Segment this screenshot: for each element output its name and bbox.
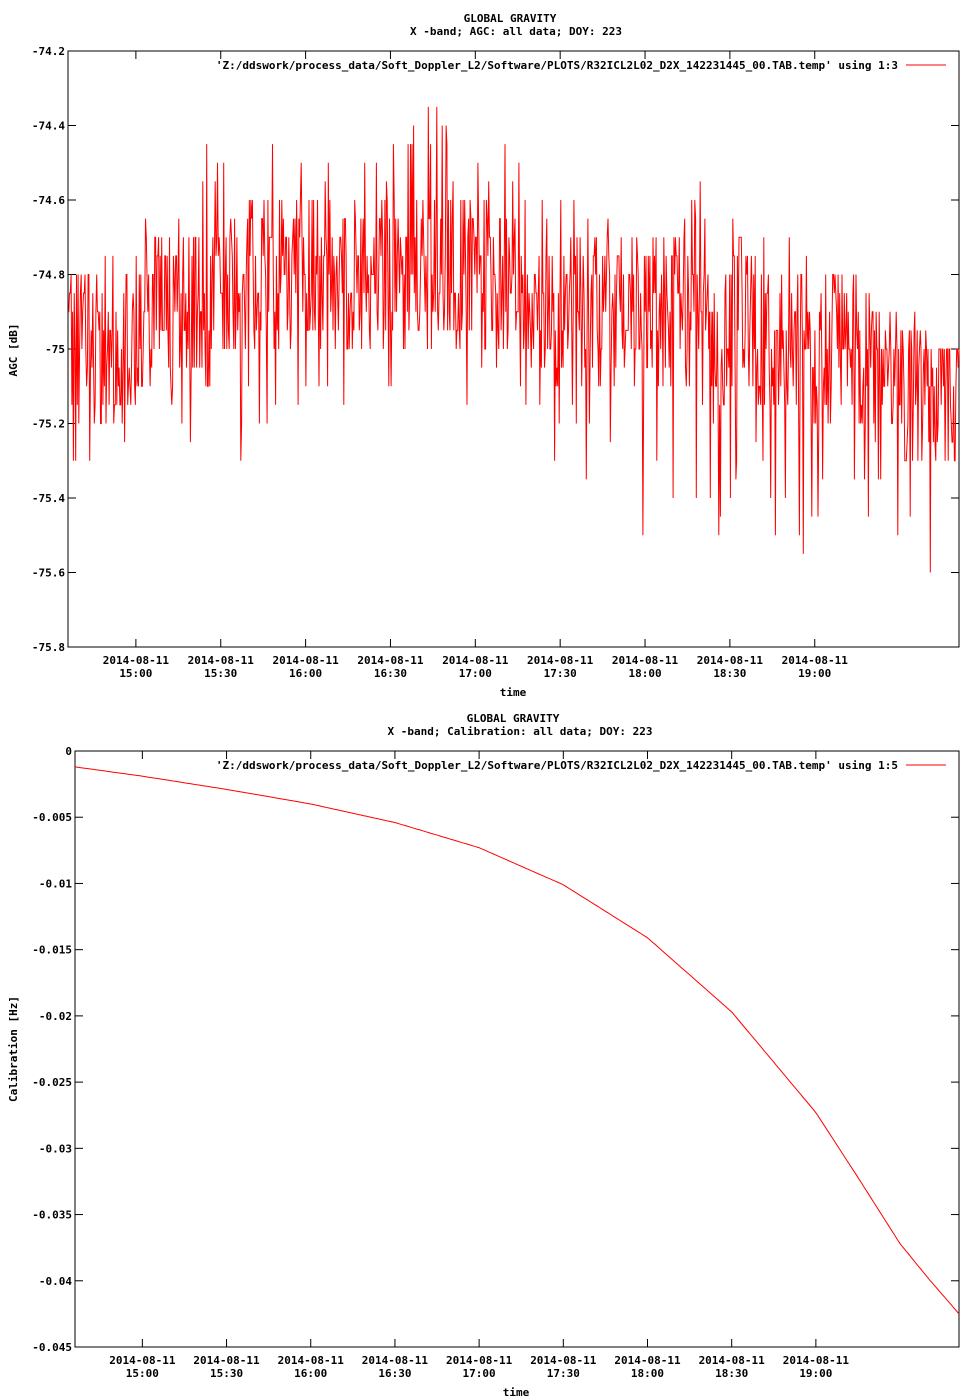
agc-x-tick-date: 2014-08-11 <box>357 654 424 667</box>
calibration-series <box>74 766 960 1315</box>
calibration-y-tick-label: -0.035 <box>32 1209 72 1222</box>
agc-x-tick-time: 19:00 <box>798 667 831 680</box>
agc-y-tick-label: -75.8 <box>32 641 65 654</box>
calibration-x-tick-date: 2014-08-11 <box>530 1354 597 1367</box>
agc-y-tick-label: -74.4 <box>32 120 65 133</box>
agc-y-tick-label: -74.6 <box>32 194 65 207</box>
calibration-x-tick-time: 15:30 <box>210 1367 243 1380</box>
agc-x-tick-time: 16:30 <box>374 667 407 680</box>
agc-x-tick-date: 2014-08-11 <box>697 654 764 667</box>
calibration-x-tick-time: 17:00 <box>463 1367 496 1380</box>
agc-x-tick-date: 2014-08-11 <box>527 654 594 667</box>
calibration-x-tick-date: 2014-08-11 <box>362 1354 429 1367</box>
calibration-chart-subtitle: X -band; Calibration: all data; DOY: 223 <box>388 725 653 738</box>
calibration-y-axis-label: Calibration [Hz] <box>7 996 20 1102</box>
agc-chart-title: GLOBAL GRAVITY <box>464 12 557 25</box>
calibration-chart-title: GLOBAL GRAVITY <box>467 712 560 725</box>
agc-y-tick-label: -75.2 <box>32 418 65 431</box>
agc-y-tick-label: -75.4 <box>32 492 65 505</box>
agc-x-tick-date: 2014-08-11 <box>442 654 509 667</box>
calibration-x-tick-date: 2014-08-11 <box>278 1354 345 1367</box>
calibration-x-tick-date: 2014-08-11 <box>614 1354 681 1367</box>
calibration-y-tick-label: -0.045 <box>32 1341 72 1354</box>
agc-x-tick-date: 2014-08-11 <box>612 654 679 667</box>
agc-x-tick-time: 17:30 <box>544 667 577 680</box>
calibration-y-tick-label: -0.03 <box>39 1142 72 1155</box>
agc-x-tick-time: 18:30 <box>713 667 746 680</box>
calibration-x-tick-date: 2014-08-11 <box>783 1354 850 1367</box>
agc-x-axis-label: time <box>500 686 527 699</box>
agc-x-tick-time: 16:00 <box>289 667 322 680</box>
calibration-y-tick-label: -0.04 <box>39 1275 72 1288</box>
calibration-plot-frame <box>74 750 960 1348</box>
calibration-y-axis: 0 -0.005 -0.01 -0.015 -0.02 -0.025 -0.03 -0.035… <box>32 745 959 1354</box>
calibration-x-tick-time: 16:00 <box>294 1367 327 1380</box>
calibration-series-line <box>74 766 960 1315</box>
calibration-y-tick-label: -0.005 <box>32 811 72 824</box>
calibration-x-tick-date: 2014-08-11 <box>193 1354 260 1367</box>
calibration-y-tick-label: 0 <box>65 745 72 758</box>
agc-x-tick-time: 15:00 <box>119 667 152 680</box>
calibration-y-tick-label: -0.01 <box>39 877 72 890</box>
agc-y-tick-label: -74.2 <box>32 45 65 58</box>
agc-x-tick-time: 18:00 <box>628 667 661 680</box>
calibration-y-tick-label: -0.015 <box>32 944 72 957</box>
agc-series <box>68 106 960 573</box>
calibration-x-axis-label: time <box>503 1386 530 1399</box>
agc-chart: GLOBAL GRAVITY X -band; AGC: all data; D… <box>7 12 960 699</box>
calibration-x-tick-time: 18:00 <box>631 1367 664 1380</box>
agc-x-tick-time: 15:30 <box>204 667 237 680</box>
calibration-x-tick-time: 19:00 <box>799 1367 832 1380</box>
agc-x-tick-date: 2014-08-11 <box>782 654 849 667</box>
calibration-legend-label: 'Z:/ddswork/process_data/Soft_Doppler_L2… <box>216 759 898 772</box>
calibration-x-axis: 2014-08-1115:002014-08-1115:302014-08-11… <box>109 751 849 1380</box>
agc-chart-subtitle: X -band; AGC: all data; DOY: 223 <box>410 25 622 38</box>
calibration-x-tick-time: 18:30 <box>715 1367 748 1380</box>
agc-x-tick-time: 17:00 <box>459 667 492 680</box>
agc-x-axis: 2014-08-1115:002014-08-1115:302014-08-11… <box>103 51 848 680</box>
agc-x-tick-date: 2014-08-11 <box>188 654 255 667</box>
calibration-x-tick-time: 15:00 <box>126 1367 159 1380</box>
calibration-x-tick-date: 2014-08-11 <box>699 1354 766 1367</box>
agc-y-axis-label: AGC [dB] <box>7 324 20 377</box>
agc-series-line <box>68 106 960 573</box>
agc-legend-label: 'Z:/ddswork/process_data/Soft_Doppler_L2… <box>216 59 898 72</box>
calibration-y-tick-label: -0.025 <box>32 1076 72 1089</box>
calibration-x-tick-date: 2014-08-11 <box>446 1354 513 1367</box>
calibration-x-tick-date: 2014-08-11 <box>109 1354 176 1367</box>
agc-y-tick-label: -74.8 <box>32 269 65 282</box>
agc-y-tick-label: -75.6 <box>32 567 65 580</box>
agc-x-tick-date: 2014-08-11 <box>103 654 170 667</box>
calibration-y-tick-label: -0.02 <box>39 1010 72 1023</box>
calibration-x-tick-time: 16:30 <box>378 1367 411 1380</box>
agc-y-axis: -74.2 -74.4 -74.6 -74.8 -75 -75.2 -75.4 -75.6 -7… <box>32 45 959 654</box>
calibration-chart: GLOBAL GRAVITY X -band; Calibration: all… <box>7 712 960 1399</box>
calibration-x-tick-time: 17:30 <box>547 1367 580 1380</box>
agc-y-tick-label: -75 <box>45 343 65 356</box>
agc-x-tick-date: 2014-08-11 <box>272 654 339 667</box>
